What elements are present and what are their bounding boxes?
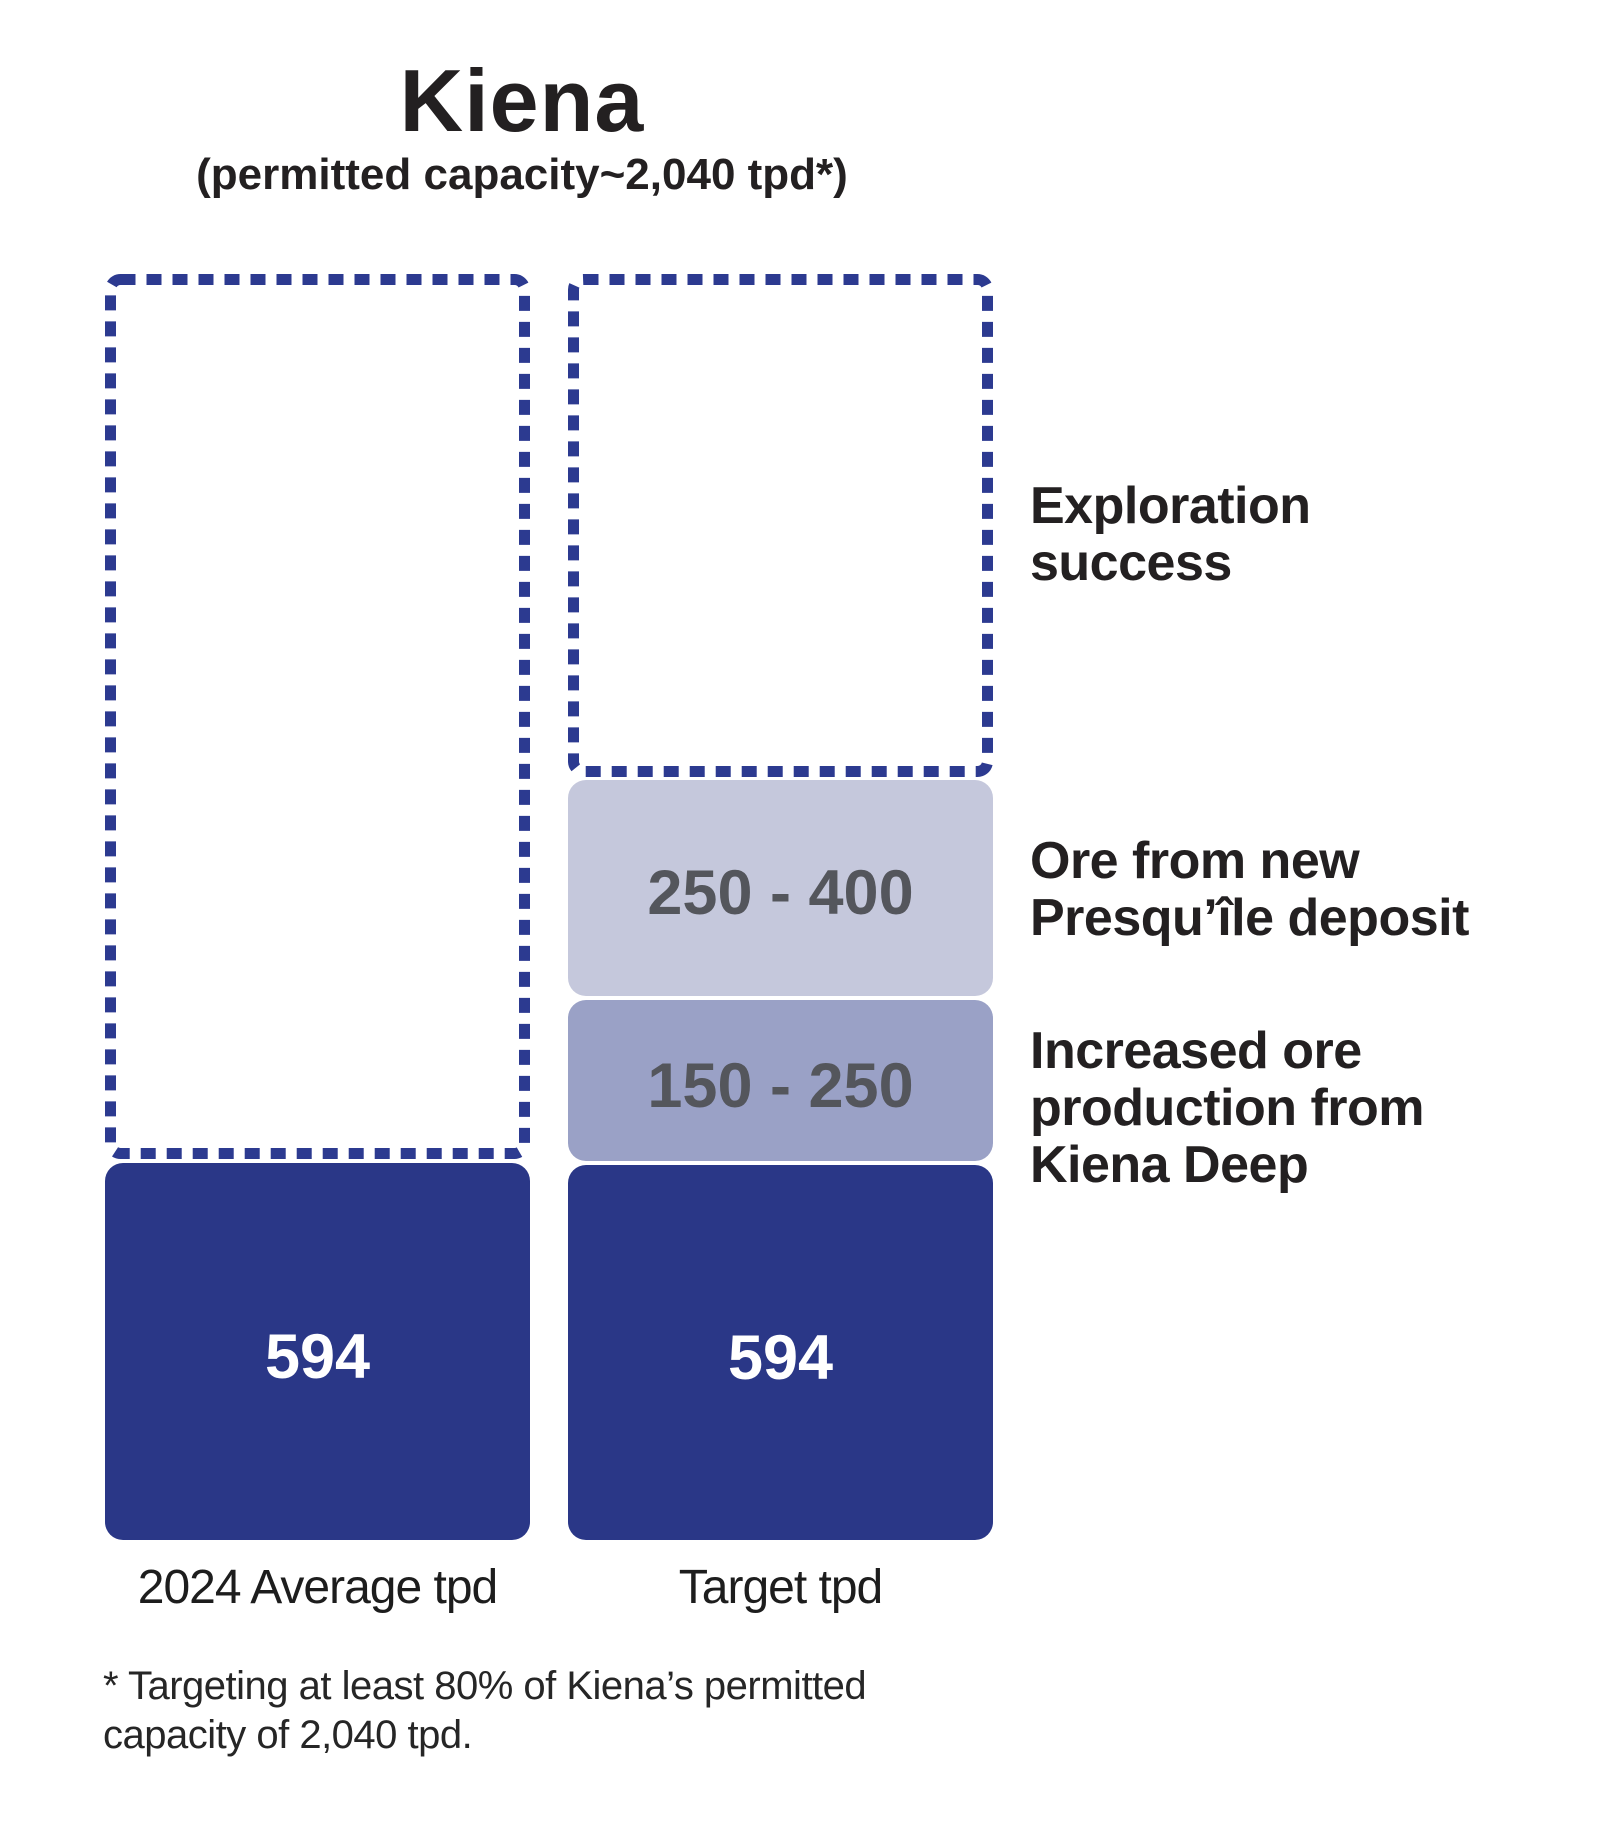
bar-target-base-value: 594 [727, 1322, 834, 1393]
annotation-line: Exploration [1030, 477, 1311, 535]
annotation-exploration-success: Exploration success [1030, 478, 1605, 592]
footnote-line: capacity of 2,040 tpd. [103, 1713, 473, 1757]
annotation-kiena-deep: Increased ore production from Kiena Deep [1030, 1023, 1605, 1194]
bar-target-base-segment: 594 [568, 1165, 993, 1540]
annotation-line: Presqu’île deposit [1030, 889, 1469, 947]
annotation-line: Ore from new [1030, 832, 1360, 890]
bar-2024-average-base-segment: 594 [105, 1163, 530, 1540]
footnote: * Targeting at least 80% of Kiena’s perm… [103, 1662, 1003, 1760]
bar-target-kiena-deep-segment: 150 - 250 [568, 1000, 993, 1161]
axis-label-2024-average: 2024 Average tpd [137, 1561, 498, 1614]
axis-label-target: Target tpd [678, 1561, 883, 1614]
bar-target-presquile-segment: 250 - 400 [568, 780, 993, 996]
bar-target-presquile-value: 250 - 400 [647, 858, 914, 928]
annotation-line: success [1030, 534, 1232, 592]
annotation-line: Kiena Deep [1030, 1136, 1309, 1194]
annotation-presquile-deposit: Ore from new Presqu’île deposit [1030, 833, 1605, 947]
dashed-exploration-success-outline [568, 274, 993, 777]
dashed-capacity-outline-2024 [105, 274, 530, 1159]
annotation-line: Increased ore [1030, 1022, 1362, 1080]
page-title: Kiena [399, 51, 645, 150]
bar-2024-average-value: 594 [264, 1321, 371, 1392]
annotation-line: production from [1030, 1079, 1425, 1137]
bar-target-kiena-deep-value: 150 - 250 [647, 1050, 914, 1121]
footnote-line: * Targeting at least 80% of Kiena’s perm… [103, 1664, 867, 1708]
chart-subtitle: (permitted capacity~2,040 tpd*) [196, 150, 848, 199]
